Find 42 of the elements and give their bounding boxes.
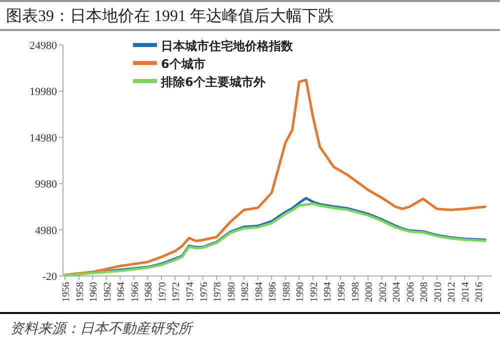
x-tick-label: 2010 xyxy=(432,282,444,302)
x-tick-label: 1988 xyxy=(281,282,292,302)
x-tick-label: 2008 xyxy=(419,282,430,302)
x-tick-label: 1994 xyxy=(322,282,334,302)
x-tick-label: 2000 xyxy=(364,282,376,302)
y-tick-label: 24980 xyxy=(30,40,58,52)
x-tick-label: 1990 xyxy=(295,282,306,302)
x-tick-label: 1978 xyxy=(212,282,224,302)
x-tick-label: 1956 xyxy=(61,282,72,302)
y-tick-label: 9980 xyxy=(35,178,58,191)
x-tick-label: 1964 xyxy=(116,282,128,302)
x-tick-label: 1980 xyxy=(226,282,238,302)
x-tick-label: 2012 xyxy=(446,282,458,302)
chart-title: 图表39：日本地价在 1991 年达峰值后大幅下跌 xyxy=(6,7,334,25)
legend-label: 日本城市住宅地价格指数 xyxy=(161,39,294,53)
y-tick-label: 4980 xyxy=(35,224,58,237)
y-tick-label: -20 xyxy=(42,271,58,283)
text: 资料来源：日本不動産研究所 xyxy=(10,321,194,337)
x-tick-label: 2004 xyxy=(392,282,403,302)
y-tick-label: 14980 xyxy=(30,132,58,144)
x-tick-label: 1962 xyxy=(102,282,114,302)
x-tick-label: 2016 xyxy=(474,282,486,302)
x-tick-label: 2002 xyxy=(378,282,389,302)
x-tick-label: 1968 xyxy=(144,282,155,302)
legend-label: 6个城市 xyxy=(161,57,206,71)
x-tick-label: 1974 xyxy=(185,282,196,302)
x-tick-label: 2006 xyxy=(405,282,416,302)
x-tick-label: 1992 xyxy=(308,282,320,302)
x-tick-label: 1958 xyxy=(74,282,86,302)
x-tick-label: 1982 xyxy=(240,282,252,302)
x-tick-label: 1976 xyxy=(198,282,210,302)
x-tick-label: 1970 xyxy=(157,282,168,302)
x-tick-label: 1960 xyxy=(88,282,100,302)
x-tick-label: 1984 xyxy=(254,282,265,302)
y-tick-label: 19980 xyxy=(30,86,58,98)
x-tick-label: 1996 xyxy=(336,282,348,302)
legend-label: 排除6个主要城市外 xyxy=(160,75,266,89)
x-tick-label: 2014 xyxy=(460,282,472,302)
x-tick-label: 1966 xyxy=(130,282,141,302)
x-tick-label: 1998 xyxy=(350,282,362,302)
x-tick-label: 1972 xyxy=(171,282,182,302)
x-tick-label: 1986 xyxy=(268,282,279,302)
